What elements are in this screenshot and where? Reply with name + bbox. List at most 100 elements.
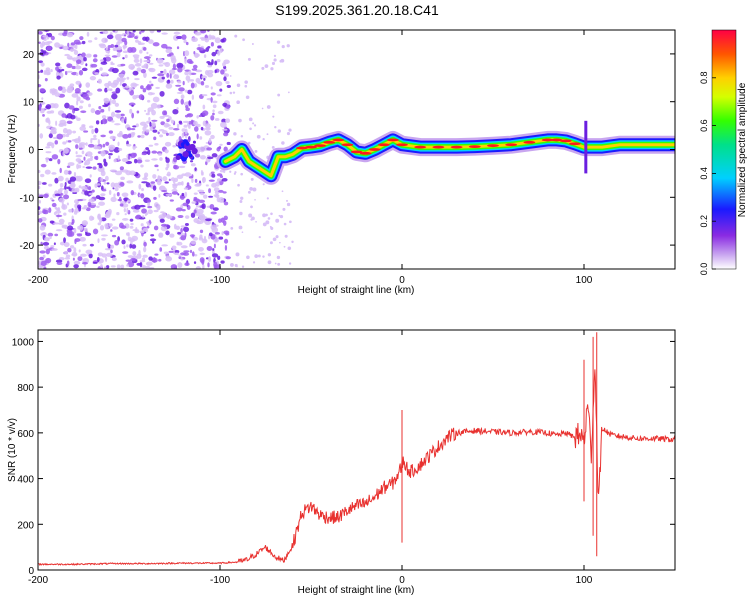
noise-speckle xyxy=(169,199,174,202)
noise-speckle xyxy=(205,218,212,222)
noise-speckle xyxy=(185,41,189,46)
noise-speckle xyxy=(240,196,244,200)
noise-speckle xyxy=(216,94,222,97)
noise-speckle xyxy=(150,234,155,237)
noise-speckle xyxy=(191,37,198,43)
noise-speckle xyxy=(95,155,99,161)
noise-speckle xyxy=(84,178,92,184)
noise-speckle xyxy=(163,110,168,116)
noise-speckle xyxy=(145,147,150,151)
y-tick-label: 600 xyxy=(17,429,34,440)
noise-speckle xyxy=(123,45,126,50)
noise-speckle xyxy=(59,119,67,125)
noise-speckle xyxy=(153,209,159,213)
noise-speckle xyxy=(174,266,178,269)
noise-speckle xyxy=(131,104,134,107)
noise-speckle xyxy=(63,30,68,35)
noise-speckle xyxy=(98,164,103,169)
noise-speckle xyxy=(229,91,233,95)
noise-speckle xyxy=(151,241,155,244)
noise-speckle xyxy=(90,63,98,68)
noise-speckle xyxy=(40,241,43,246)
noise-speckle xyxy=(229,170,232,173)
noise-speckle xyxy=(124,213,127,216)
noise-speckle xyxy=(193,236,199,241)
noise-speckle xyxy=(220,38,225,43)
noise-speckle xyxy=(201,203,206,210)
noise-speckle xyxy=(154,142,159,146)
noise-speckle xyxy=(184,262,190,266)
noise-speckle xyxy=(78,185,82,189)
noise-speckle xyxy=(193,254,198,257)
noise-speckle xyxy=(73,247,77,253)
noise-speckle xyxy=(219,47,223,53)
noise-speckle xyxy=(196,133,199,140)
noise-speckle xyxy=(43,266,47,269)
noise-speckle xyxy=(134,63,142,67)
noise-speckle xyxy=(225,118,231,124)
noise-speckle xyxy=(200,81,205,86)
noise-speckle xyxy=(101,37,109,43)
noise-speckle xyxy=(262,222,267,227)
noise-speckle xyxy=(147,99,151,103)
noise-speckle xyxy=(66,113,73,119)
noise-speckle xyxy=(42,50,47,54)
noise-speckle xyxy=(91,128,95,135)
noise-speckle xyxy=(148,62,154,65)
noise-speckle xyxy=(193,196,198,201)
noise-speckle xyxy=(76,233,83,236)
noise-speckle xyxy=(103,97,110,104)
noise-speckle xyxy=(199,229,204,234)
noise-speckle xyxy=(90,137,98,141)
noise-speckle xyxy=(235,252,240,257)
noise-speckle xyxy=(158,128,165,132)
noise-speckle xyxy=(162,176,168,182)
noise-speckle xyxy=(214,117,220,121)
noise-speckle xyxy=(38,206,41,210)
noise-speckle xyxy=(74,88,81,94)
noise-speckle xyxy=(194,31,202,36)
noise-speckle xyxy=(67,222,72,226)
noise-speckle xyxy=(217,110,224,115)
noise-speckle xyxy=(118,222,124,229)
noise-speckle xyxy=(198,47,204,51)
noise-speckle xyxy=(193,120,198,126)
noise-speckle xyxy=(283,222,287,226)
noise-speckle xyxy=(204,37,210,43)
noise-speckle xyxy=(180,245,188,249)
noise-speckle xyxy=(63,194,70,200)
noise-speckle xyxy=(152,42,160,47)
noise-speckle xyxy=(165,193,173,197)
noise-speckle xyxy=(45,157,49,163)
band-blob xyxy=(175,155,181,161)
noise-speckle xyxy=(198,114,202,118)
noise-speckle xyxy=(126,30,130,36)
noise-speckle xyxy=(66,63,73,69)
noise-speckle xyxy=(110,229,113,232)
noise-speckle xyxy=(114,102,120,107)
noise-speckle xyxy=(126,244,129,248)
noise-speckle xyxy=(119,81,122,86)
noise-speckle xyxy=(93,54,98,58)
noise-speckle xyxy=(91,216,95,221)
noise-speckle xyxy=(77,198,84,202)
noise-speckle xyxy=(270,226,274,230)
noise-speckle xyxy=(214,264,221,269)
noise-speckle xyxy=(149,238,157,242)
ridge-core xyxy=(541,138,554,142)
noise-speckle xyxy=(115,87,121,94)
noise-speckle xyxy=(159,90,165,97)
noise-speckle xyxy=(161,212,167,218)
noise-speckle xyxy=(84,227,88,233)
noise-speckle xyxy=(124,40,128,46)
noise-speckle xyxy=(120,113,125,117)
noise-speckle xyxy=(99,224,105,231)
noise-speckle xyxy=(130,222,134,226)
noise-speckle xyxy=(46,71,51,75)
noise-speckle xyxy=(41,97,44,100)
noise-speckle xyxy=(194,167,197,172)
noise-speckle xyxy=(141,187,144,192)
noise-speckle xyxy=(197,43,201,47)
noise-speckle xyxy=(223,220,227,226)
noise-speckle xyxy=(102,143,106,148)
